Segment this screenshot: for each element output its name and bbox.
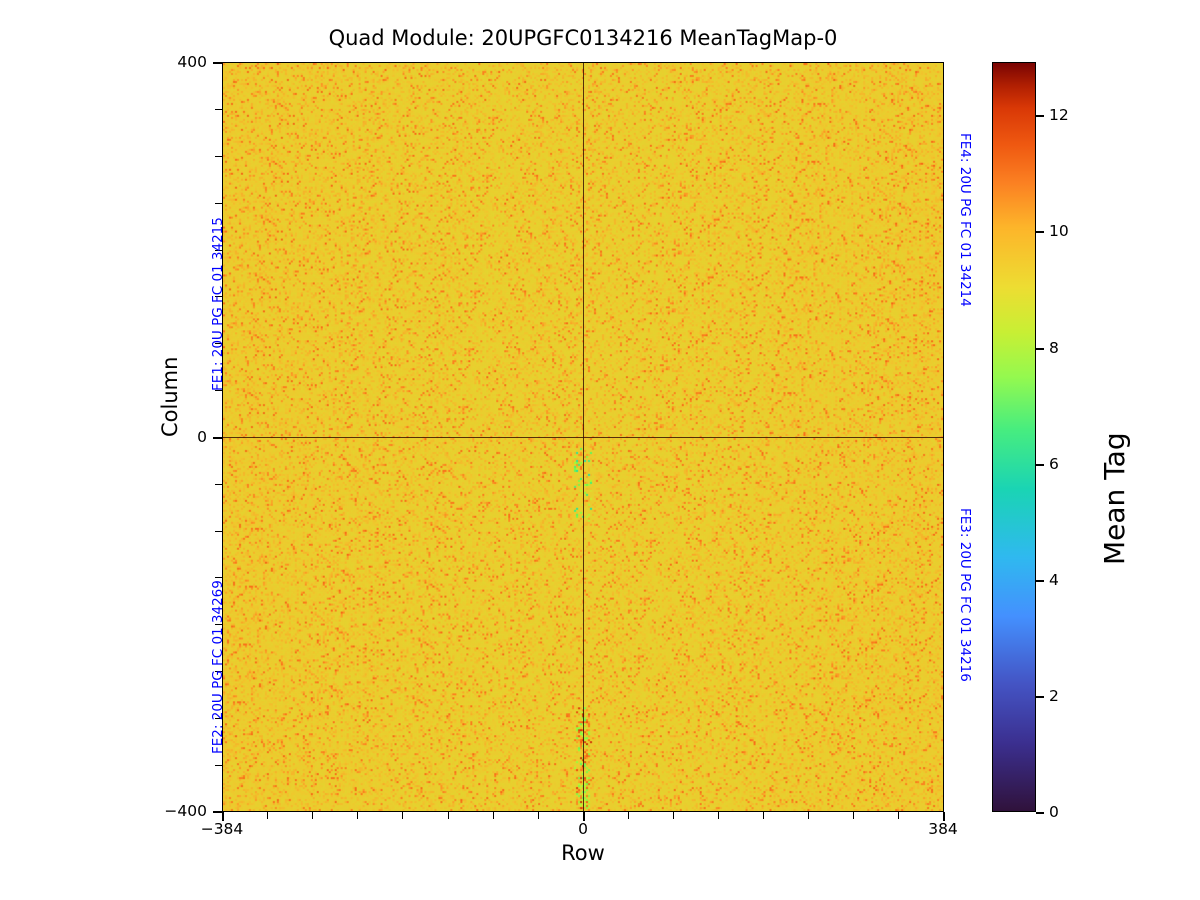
colorbar-tick-2: [1036, 696, 1044, 698]
colorbar-ticklabel-2: 2: [1049, 687, 1059, 705]
ytick-mark-400: [213, 62, 222, 64]
heatmap-axes[interactable]: [222, 62, 944, 812]
fe2-chip-label: FE2: 20U PG FC 01 34269: [210, 580, 226, 754]
xtick-label-0: 0: [578, 820, 588, 838]
ytick-mark-minor: [215, 624, 222, 626]
ytick-mark-minor: [215, 577, 222, 579]
ytick-mark-minor: [215, 250, 222, 252]
xtick-mark-minor: [673, 812, 675, 819]
xtick-label-neg384: −384: [200, 820, 244, 838]
xtick-mark-minor: [538, 812, 540, 819]
ytick-mark-minor: [215, 203, 222, 205]
ytick-mark-minor: [215, 765, 222, 767]
colorbar-ticklabel-6: 6: [1049, 455, 1059, 473]
ytick-mark-minor: [215, 718, 222, 720]
ytick-mark-minor: [215, 484, 222, 486]
colorbar-ticklabel-8: 8: [1049, 339, 1059, 357]
colorbar-ticklabel-4: 4: [1049, 571, 1059, 589]
fe4-chip-label: FE4: 20U PG FC 01 34214: [957, 133, 973, 307]
colorbar-tick-4: [1036, 580, 1044, 582]
xtick-mark-minor: [763, 812, 765, 819]
xtick-mark-minor: [808, 812, 810, 819]
xtick-mark-minor: [312, 812, 314, 819]
ytick-mark-0: [213, 437, 222, 439]
fe1-chip-label: FE1: 20U PG FC 01 34215: [210, 217, 226, 391]
xtick-mark-minor: [493, 812, 495, 819]
colorbar-tick-6: [1036, 464, 1044, 466]
ytick-label-neg400: −400: [164, 802, 207, 820]
ytick-mark-minor: [215, 296, 222, 298]
x-axis-label: Row: [561, 841, 605, 865]
xtick-mark-neg384: [222, 812, 224, 821]
ytick-mark-minor: [215, 343, 222, 345]
ytick-mark-minor: [215, 531, 222, 533]
xtick-label-384: 384: [928, 820, 958, 838]
xtick-mark-minor: [898, 812, 900, 819]
xtick-mark-minor: [853, 812, 855, 819]
xtick-mark-minor: [448, 812, 450, 819]
ytick-mark-minor: [215, 390, 222, 392]
fe3-chip-label: FE3: 20U PG FC 01 34216: [957, 508, 973, 682]
xtick-mark-384: [943, 812, 945, 821]
colorbar[interactable]: [992, 62, 1036, 812]
colorbar-tick-12: [1036, 115, 1044, 117]
colorbar-label: Mean Tag: [1098, 432, 1131, 565]
y-axis-label: Column: [158, 356, 182, 437]
ytick-mark-minor: [215, 109, 222, 111]
xtick-mark-minor: [718, 812, 720, 819]
ytick-mark-minor: [215, 671, 222, 673]
xtick-mark-minor: [402, 812, 404, 819]
xtick-mark-minor: [267, 812, 269, 819]
ytick-label-400: 400: [177, 53, 207, 71]
xtick-mark-0: [583, 812, 585, 821]
xtick-mark-minor: [628, 812, 630, 819]
colorbar-tick-0: [1036, 812, 1044, 814]
ytick-label-0: 0: [197, 428, 207, 446]
colorbar-ticklabel-12: 12: [1049, 106, 1069, 124]
page-title: Quad Module: 20UPGFC0134216 MeanTagMap-0: [328, 26, 838, 50]
colorbar-ticklabel-0: 0: [1049, 803, 1059, 821]
colorbar-ticklabel-10: 10: [1049, 222, 1069, 240]
xtick-mark-minor: [357, 812, 359, 819]
colorbar-tick-10: [1036, 231, 1044, 233]
colorbar-tick-8: [1036, 348, 1044, 350]
ytick-mark-neg400: [213, 811, 222, 813]
ytick-mark-minor: [215, 156, 222, 158]
chip-seam-horizontal: [223, 437, 943, 439]
